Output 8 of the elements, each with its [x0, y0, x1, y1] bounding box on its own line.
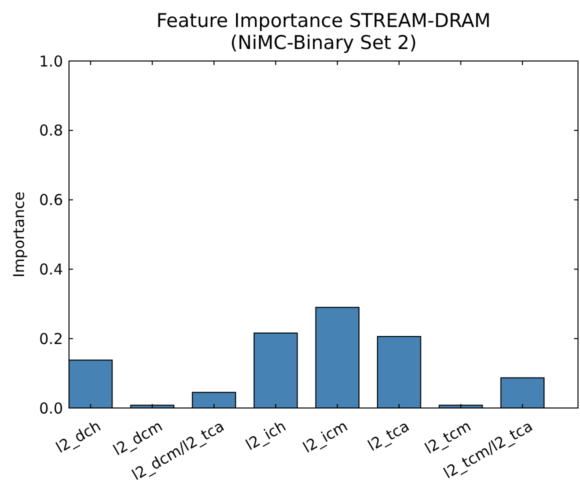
y-axis-title: Importance — [10, 192, 28, 278]
y-tick-label: 0.6 — [39, 191, 63, 210]
chart-title: Feature Importance STREAM-DRAM (NiMC-Binary Set 2) — [156, 10, 491, 54]
y-tick-label: 0.4 — [39, 260, 63, 278]
y-tick-label: 0.8 — [39, 122, 63, 140]
y-tick-label: 0.0 — [39, 399, 63, 418]
y-tick-label: 1.0 — [39, 52, 63, 70]
y-tick-label: 0.2 — [39, 330, 63, 348]
